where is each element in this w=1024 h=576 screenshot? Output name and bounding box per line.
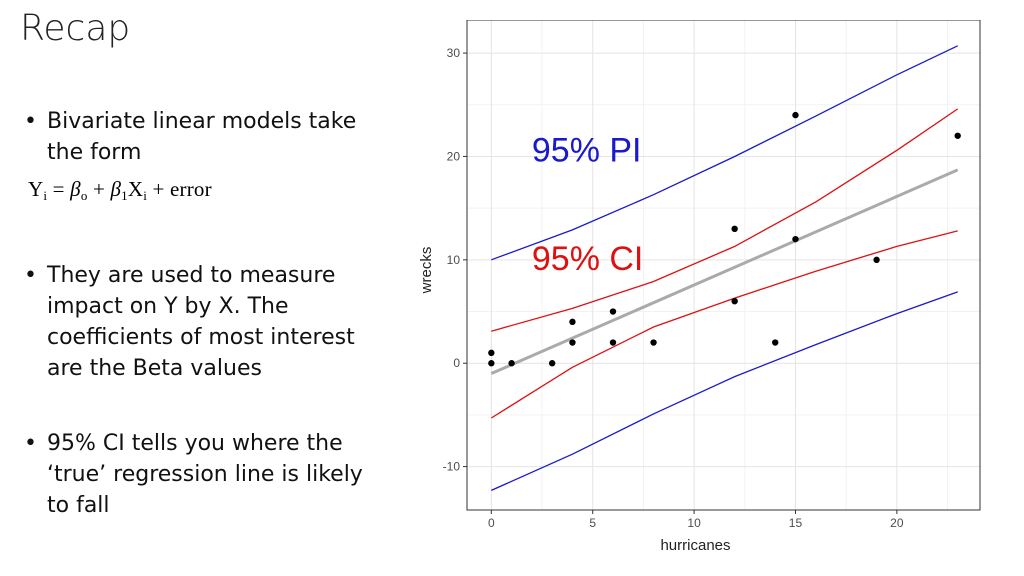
x-tick-label: 15 xyxy=(789,516,803,530)
data-point xyxy=(792,235,799,243)
x-tick-label: 10 xyxy=(687,516,701,530)
pi-upper-line xyxy=(491,45,958,261)
scatter-chart: 95% PI 95% CI 0 5 10 15 20 -10 0 10 20 30 hurricane… xyxy=(418,20,981,554)
bullet-dot: • xyxy=(24,431,37,456)
bullet-item: • They are used to measure impact on Y b… xyxy=(24,260,377,384)
formula-plus: + xyxy=(87,177,111,201)
data-point xyxy=(569,318,576,326)
formula-sub-i2: i xyxy=(143,188,148,203)
ci-label: 95% CI xyxy=(532,240,644,278)
data-point xyxy=(954,132,961,139)
y-tick-label: 0 xyxy=(453,356,460,370)
data-point xyxy=(488,349,495,357)
data-point xyxy=(873,256,880,264)
bullet-text: 95% CI tells you where the ‘true’ regres… xyxy=(47,431,363,518)
ci-upper-line xyxy=(491,108,959,332)
bullet-text: Bivariate linear models take the form xyxy=(47,109,357,165)
y-tick-label: 30 xyxy=(447,46,461,60)
formula-sub-1: 1 xyxy=(121,188,128,203)
data-point xyxy=(792,111,799,119)
formula-beta0: β xyxy=(70,177,81,201)
data-point xyxy=(731,297,738,305)
data-point xyxy=(650,339,657,346)
formula-sub-o: o xyxy=(80,188,88,203)
formula-sub-i: i xyxy=(43,188,48,203)
data-points xyxy=(488,111,961,367)
pi-lower-line xyxy=(491,291,958,491)
formula-eq: = xyxy=(47,177,71,201)
bullet-dot: • xyxy=(24,263,37,288)
annotations: 95% PI 95% CI xyxy=(532,132,644,279)
y-tick-label: -10 xyxy=(443,460,461,474)
x-tick-label: 5 xyxy=(589,516,596,530)
data-point xyxy=(772,339,779,346)
data-point xyxy=(488,360,495,367)
x-axis-label: hurricanes xyxy=(660,537,730,554)
y-axis-label: wrecks xyxy=(418,247,435,295)
regression-formula: Yi = βo + β1Xi + error xyxy=(28,177,212,204)
bullet-dot: • xyxy=(24,109,37,134)
data-point xyxy=(569,339,576,346)
bullet-text: They are used to measure impact on Y by … xyxy=(47,263,355,381)
grid-minor xyxy=(467,20,980,510)
formula-y: Y xyxy=(28,177,44,201)
y-tick-label: 20 xyxy=(447,149,461,163)
bullet-item: • Bivariate linear models take the form xyxy=(24,106,377,168)
data-point xyxy=(548,360,556,367)
y-tick-label: 10 xyxy=(447,253,461,267)
bullet-item: • 95% CI tells you where the ‘true’ regr… xyxy=(24,428,377,521)
grid-major xyxy=(467,20,980,510)
data-point xyxy=(609,339,617,346)
formula-error: + error xyxy=(147,177,212,201)
pi-label: 95% PI xyxy=(532,132,642,170)
data-point xyxy=(609,308,617,315)
data-point xyxy=(731,225,738,233)
axes: 0 5 10 15 20 -10 0 10 20 30 hurricanes wrecks xyxy=(418,20,981,554)
data-point xyxy=(508,360,515,367)
x-tick-label: 20 xyxy=(890,516,904,530)
formula-x: X xyxy=(127,177,144,201)
regression-line xyxy=(490,168,959,375)
interval-bands xyxy=(490,45,959,491)
panel-border xyxy=(466,20,981,511)
slide-title: Recap xyxy=(20,8,131,49)
formula-beta1: β xyxy=(110,177,122,201)
x-tick-label: 0 xyxy=(488,516,495,530)
